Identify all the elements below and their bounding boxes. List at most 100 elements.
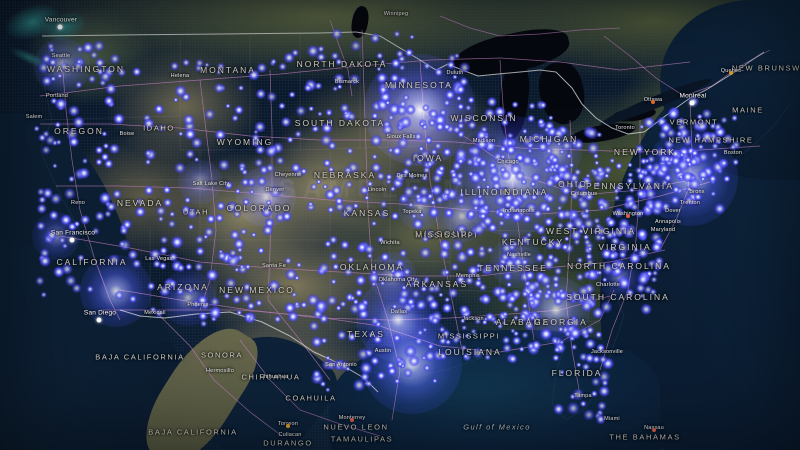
station-marker — [427, 117, 436, 126]
station-marker — [602, 357, 615, 370]
capital-city-pin[interactable] — [350, 418, 354, 422]
station-marker — [554, 346, 561, 354]
station-marker — [325, 386, 331, 393]
city-marker-dot[interactable] — [69, 237, 75, 243]
station-marker — [543, 216, 554, 227]
station-marker — [554, 267, 563, 275]
station-marker — [539, 234, 548, 243]
station-marker — [333, 73, 345, 85]
city-marker-dot[interactable] — [57, 24, 63, 30]
station-marker — [419, 246, 431, 259]
station-marker — [460, 308, 471, 319]
station-marker — [420, 285, 428, 293]
station-marker — [412, 152, 421, 161]
station-marker — [714, 137, 722, 145]
station-marker — [343, 166, 353, 175]
station-marker — [144, 185, 154, 195]
station-marker — [555, 290, 564, 299]
station-marker — [327, 205, 335, 214]
station-marker — [110, 145, 116, 151]
station-marker — [571, 138, 583, 151]
station-marker — [528, 313, 537, 321]
station-marker — [569, 393, 577, 400]
station-marker — [488, 222, 498, 233]
station-marker — [582, 409, 595, 421]
station-marker — [170, 61, 179, 71]
station-marker — [320, 134, 332, 146]
station-marker — [559, 290, 570, 301]
station-marker — [486, 246, 494, 254]
station-marker — [476, 168, 487, 179]
station-marker — [578, 181, 589, 192]
station-marker — [600, 301, 613, 314]
station-marker — [400, 363, 406, 369]
station-marker — [506, 138, 515, 147]
station-marker — [443, 208, 454, 219]
station-marker — [709, 122, 717, 130]
station-marker — [158, 262, 167, 270]
station-marker — [702, 108, 713, 119]
station-marker — [423, 364, 431, 372]
station-marker — [643, 116, 655, 129]
station-marker — [549, 163, 557, 171]
station-marker — [168, 279, 177, 288]
station-marker — [482, 263, 495, 275]
station-marker — [710, 191, 716, 197]
station-marker — [564, 330, 572, 338]
station-marker — [647, 155, 656, 164]
station-marker — [307, 294, 319, 307]
station-marker — [490, 176, 497, 182]
station-marker — [370, 280, 377, 287]
capital-city-pin[interactable] — [652, 428, 656, 432]
station-marker — [603, 172, 610, 179]
station-marker — [355, 275, 366, 286]
station-marker — [99, 192, 111, 205]
capital-city-pin[interactable] — [729, 71, 733, 75]
station-marker — [306, 202, 316, 212]
city-marker-dot[interactable] — [96, 317, 102, 323]
station-marker — [378, 82, 390, 95]
station-marker — [545, 241, 555, 250]
station-marker — [481, 319, 488, 325]
capital-city-pin[interactable] — [286, 424, 290, 428]
station-marker — [524, 280, 532, 288]
station-marker — [636, 273, 649, 286]
city-marker-dot[interactable] — [689, 100, 695, 106]
station-marker — [531, 159, 540, 168]
station-marker — [667, 108, 679, 120]
station-marker — [370, 356, 380, 366]
station-marker — [511, 241, 518, 248]
station-marker — [427, 193, 434, 200]
station-marker — [549, 156, 557, 164]
station-marker — [418, 119, 427, 127]
capital-city-pin[interactable] — [651, 100, 655, 104]
station-marker — [424, 229, 436, 240]
station-marker — [508, 293, 515, 300]
station-marker — [232, 114, 239, 122]
station-marker — [409, 34, 415, 40]
station-marker — [328, 192, 336, 199]
station-marker — [426, 157, 437, 168]
station-marker — [508, 354, 518, 364]
station-marker — [608, 251, 617, 261]
station-marker — [626, 177, 634, 184]
station-marker — [577, 196, 585, 204]
station-marker — [660, 201, 671, 212]
station-marker — [376, 235, 385, 244]
station-marker — [686, 173, 695, 182]
station-marker — [459, 304, 469, 315]
station-marker — [716, 139, 722, 145]
station-marker — [538, 120, 547, 129]
station-marker — [93, 40, 105, 52]
station-marker — [169, 211, 176, 217]
station-marker — [416, 329, 424, 336]
station-marker — [181, 204, 191, 215]
station-marker — [294, 130, 302, 138]
station-marker — [470, 196, 482, 207]
station-marker — [332, 85, 338, 92]
station-marker — [677, 158, 690, 171]
station-marker — [334, 201, 345, 212]
station-marker — [579, 327, 590, 337]
capital-city-pin[interactable] — [626, 214, 630, 218]
